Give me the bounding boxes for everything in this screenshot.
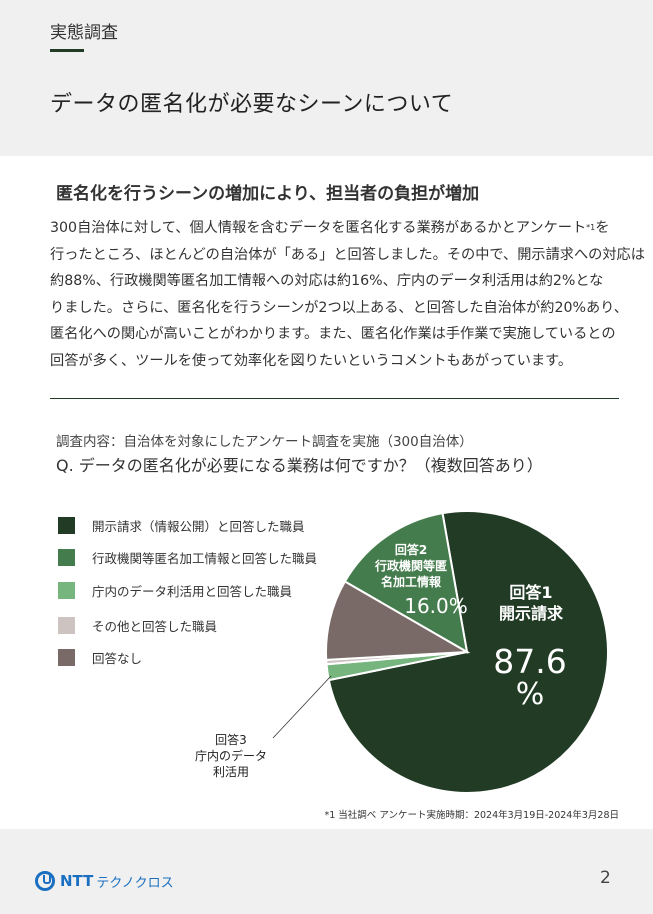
page-title: データの匿名化が必要なシーンについて [50, 92, 454, 117]
body-line: 回答が多く、ツールを使って効率化を図りたいというコメントもあがっています。 [50, 352, 573, 369]
legend-item: 庁内のデータ利活用と回答した職員 [58, 581, 292, 600]
answer2-label: 行政機関等匿 [374, 558, 447, 573]
divider [50, 398, 619, 399]
answer1-label: 開示請求 [499, 604, 564, 623]
survey-note: 調査内容：自治体を対象にしたアンケート調査を実施（300自治体） [56, 434, 473, 450]
legend-swatch [58, 649, 75, 666]
body-line: 300自治体に対して、個人情報を含むデータを匿名化する業務があるかとアンケート*… [50, 220, 610, 236]
legend-swatch [58, 517, 75, 534]
body-line: 匿名化への関心が高いことがわかります。また、匿名化作業は手作業で実施しているとの [50, 326, 616, 343]
legend-swatch [58, 582, 75, 599]
body-line: 約88%、行政機関等匿名加工情報への対応は約16%、庁内のデータ利活用は約2%と… [50, 273, 604, 290]
company-logo: NTT テクノクロス [35, 871, 174, 891]
legend-item: 開示請求（情報公開）と回答した職員 [58, 516, 305, 535]
legend-item: 回答なし [58, 648, 142, 667]
answer1-value-percent: % [516, 677, 545, 712]
body-line: りました。さらに、匿名化を行うシーンが2つ以上ある、と回答した自治体が約20%あ… [50, 299, 628, 316]
logo-mark-icon [35, 871, 55, 891]
section-label: 実態調査 [50, 23, 118, 43]
body-text: 300自治体に対して、個人情報を含むデータを匿名化する業務があるかとアンケート*… [50, 215, 645, 375]
page-number: 2 [600, 868, 611, 888]
answer3-label: 利活用 [213, 765, 249, 779]
answer3-label: 回答3 [215, 732, 247, 747]
legend-swatch [58, 549, 75, 566]
page-header: 実態調査 データの匿名化が必要なシーンについて [0, 0, 653, 156]
answer2-label: 回答2 [395, 542, 427, 557]
legend-swatch [58, 617, 75, 634]
legend-item: その他と回答した職員 [58, 616, 217, 635]
section-underline [50, 49, 84, 52]
footnote: *1 当社調べ アンケート実施時期：2024年3月19日-2024年3月28日 [324, 810, 619, 821]
pie-slice-none [325, 580, 471, 661]
legend-item: 行政機関等匿名加工情報と回答した職員 [58, 548, 317, 567]
pie-slice-answer2 [343, 511, 469, 654]
answer1-value-label: 87.6 [493, 642, 566, 681]
body-line: 行ったところ、ほとんどの自治体が「ある」と回答しました。その中で、開示請求への対… [50, 246, 645, 263]
survey-question: Q. データの匿名化が必要になる業務は何ですか？（複数回答あり） [56, 456, 543, 475]
answer3-callout-line [272, 675, 332, 739]
answer2-label: 名加工情報 [381, 574, 442, 589]
answer2-value-label: 16.0% [404, 594, 468, 618]
logo-subtext: テクノクロス [96, 875, 174, 891]
answer1-label: 回答1 [509, 583, 552, 602]
page-footer [0, 829, 653, 914]
footnote-ref: *1 [586, 223, 596, 232]
answer3-label: 庁内のデータ [195, 748, 267, 763]
subheading: 匿名化を行うシーンの増加により、担当者の負担が増加 [56, 184, 480, 204]
logo-text: NTT [60, 872, 94, 890]
